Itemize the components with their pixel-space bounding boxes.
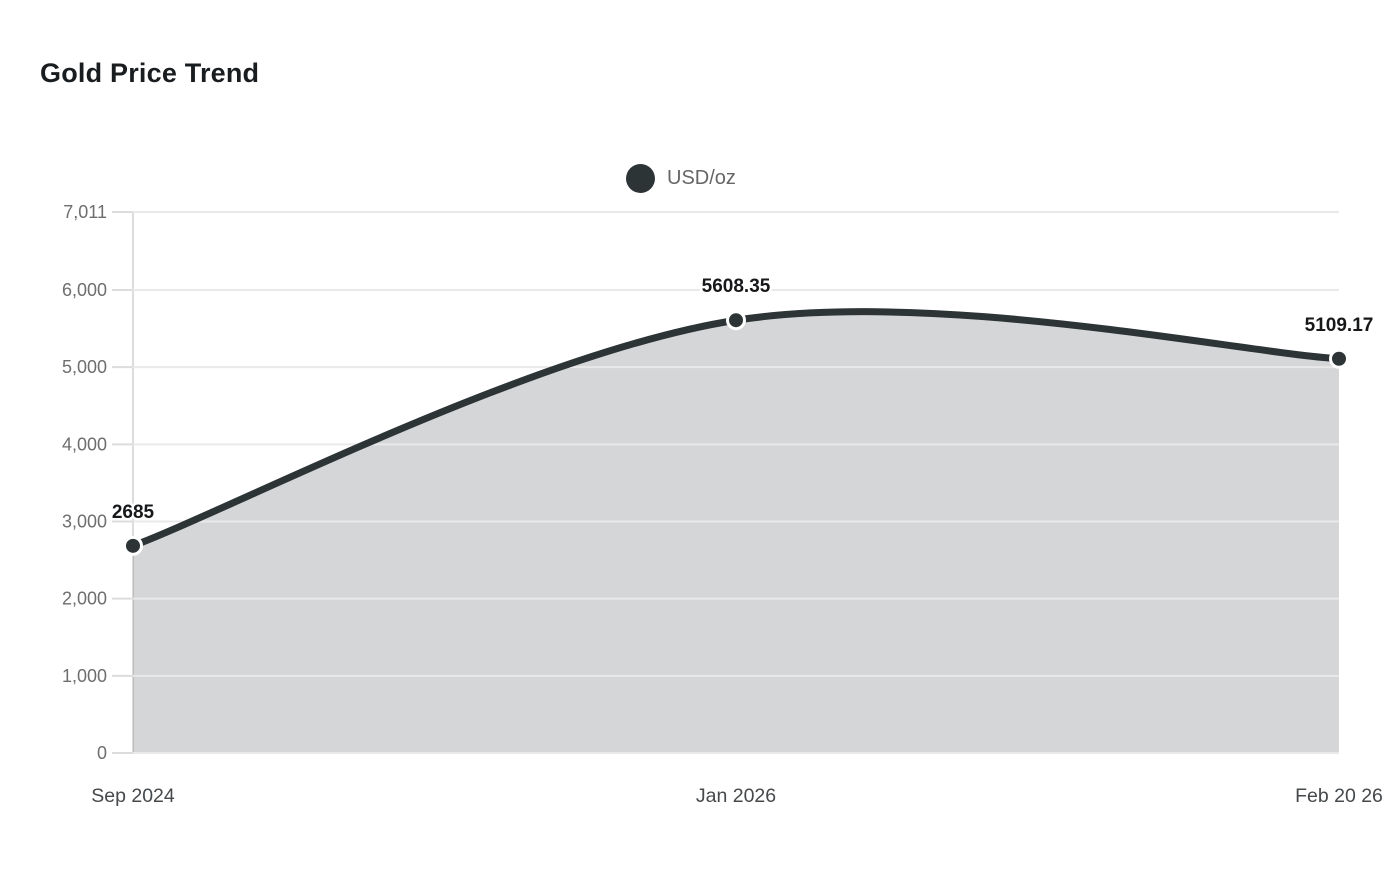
y-axis-tick-label: 4,000 xyxy=(62,434,107,454)
y-axis-tick-label: 6,000 xyxy=(62,280,107,300)
y-axis-tick-label: 2,000 xyxy=(62,589,107,609)
legend-label: USD/oz xyxy=(667,167,736,189)
data-point-marker[interactable] xyxy=(123,535,143,556)
data-point-marker[interactable] xyxy=(726,310,746,331)
chart-title: Gold Price Trend xyxy=(40,58,260,88)
series-area-fill xyxy=(133,311,1339,753)
x-axis-label: Sep 2024 xyxy=(91,785,175,807)
data-point-marker[interactable] xyxy=(1329,348,1349,369)
y-axis-tick-label: 1,000 xyxy=(62,666,107,686)
data-point-label: 5109.17 xyxy=(1305,315,1374,336)
y-axis-tick-label: 5,000 xyxy=(62,357,107,377)
legend-dot-icon xyxy=(626,164,655,193)
y-axis-tick-label: 0 xyxy=(97,743,107,763)
data-point-label: 5608.35 xyxy=(702,276,771,297)
y-axis-tick-label: 7,011 xyxy=(63,202,107,222)
x-axis-label: Feb 20 26 xyxy=(1295,785,1383,807)
legend-item-usd-oz[interactable]: USD/oz xyxy=(626,164,736,193)
x-axis-label: Jan 2026 xyxy=(696,785,776,807)
y-axis-tick-label: 3,000 xyxy=(62,512,107,532)
data-point-label: 2685 xyxy=(112,502,155,523)
